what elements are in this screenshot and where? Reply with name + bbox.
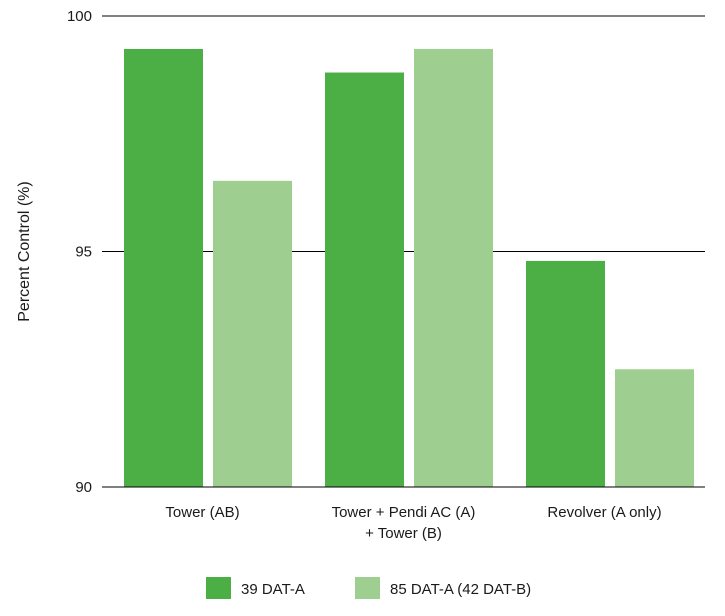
bar-1-2 — [325, 72, 404, 488]
axes: 90 95 100 Percent Control (%) Tower (AB) Towe… — [16, 8, 705, 542]
bar-2-1 — [213, 180, 292, 487]
legend-swatch-2 — [355, 577, 380, 599]
x-tick-label: Tower + Pendi AC (A) — [332, 504, 476, 521]
bars — [124, 48, 694, 488]
x-tick-label: Revolver (A only) — [547, 504, 661, 521]
y-tick-label: 100 — [67, 8, 92, 25]
bar-2-3 — [615, 369, 694, 487]
y-tick-label: 95 — [75, 244, 92, 261]
bar-1-3 — [526, 260, 605, 487]
bar-2-2 — [414, 48, 493, 487]
legend-label-2: 85 DAT-A (42 DAT-B) — [390, 581, 531, 598]
x-tick-label: Tower (AB) — [165, 504, 239, 521]
x-tick-label: + Tower (B) — [365, 525, 442, 542]
y-tick-label: 90 — [75, 479, 92, 496]
bar-1-1 — [124, 48, 203, 487]
legend-swatch-1 — [206, 577, 231, 599]
legend: 39 DAT-A 85 DAT-A (42 DAT-B) — [206, 577, 531, 599]
y-axis-label: Percent Control (%) — [16, 181, 33, 322]
legend-label-1: 39 DAT-A — [241, 581, 305, 598]
